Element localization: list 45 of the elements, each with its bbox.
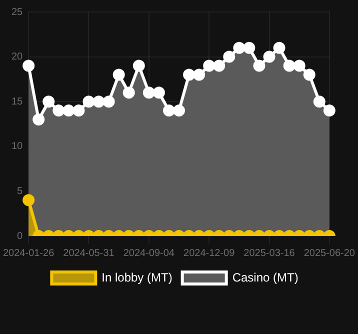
x-tick-label: 2025-03-16 <box>244 248 296 259</box>
x-tick-label: 2024-12-09 <box>184 248 236 259</box>
point <box>293 60 306 72</box>
point <box>183 68 196 81</box>
point <box>243 42 256 54</box>
x-tick-label: 2024-01-26 <box>3 248 55 259</box>
point <box>283 60 296 72</box>
point <box>233 42 246 54</box>
point <box>253 60 266 72</box>
point <box>62 104 75 117</box>
y-tick-label: 15 <box>11 96 24 108</box>
point <box>303 68 316 81</box>
point <box>132 60 145 72</box>
point <box>313 96 326 108</box>
y-tick-label: 20 <box>11 52 24 63</box>
point <box>162 104 175 117</box>
legend-label: In lobby (MT) <box>102 270 172 284</box>
point <box>22 60 35 72</box>
point <box>193 68 206 81</box>
point <box>92 96 105 108</box>
point <box>263 50 276 63</box>
point <box>142 86 155 99</box>
point <box>323 104 336 117</box>
y-tick-label: 10 <box>11 141 24 152</box>
y-tick-label: 0 <box>17 230 24 242</box>
point <box>102 96 115 108</box>
point <box>273 42 286 54</box>
point <box>122 86 135 99</box>
legend-label: Casino (MT) <box>232 270 298 284</box>
point <box>152 86 165 99</box>
point <box>32 114 45 126</box>
point <box>72 104 85 117</box>
point <box>52 104 65 117</box>
point <box>82 96 95 108</box>
point <box>173 104 185 117</box>
point <box>203 60 216 72</box>
point <box>213 60 226 72</box>
point <box>112 68 125 81</box>
x-tick-label: 2024-09-04 <box>123 248 175 259</box>
y-tick-label: 25 <box>11 6 24 18</box>
x-tick-label: 2025-06-20 <box>304 248 356 259</box>
point <box>223 50 236 63</box>
x-tick-label: 2024-05-31 <box>63 248 115 259</box>
point <box>42 96 55 108</box>
y-tick-label: 5 <box>17 186 24 197</box>
